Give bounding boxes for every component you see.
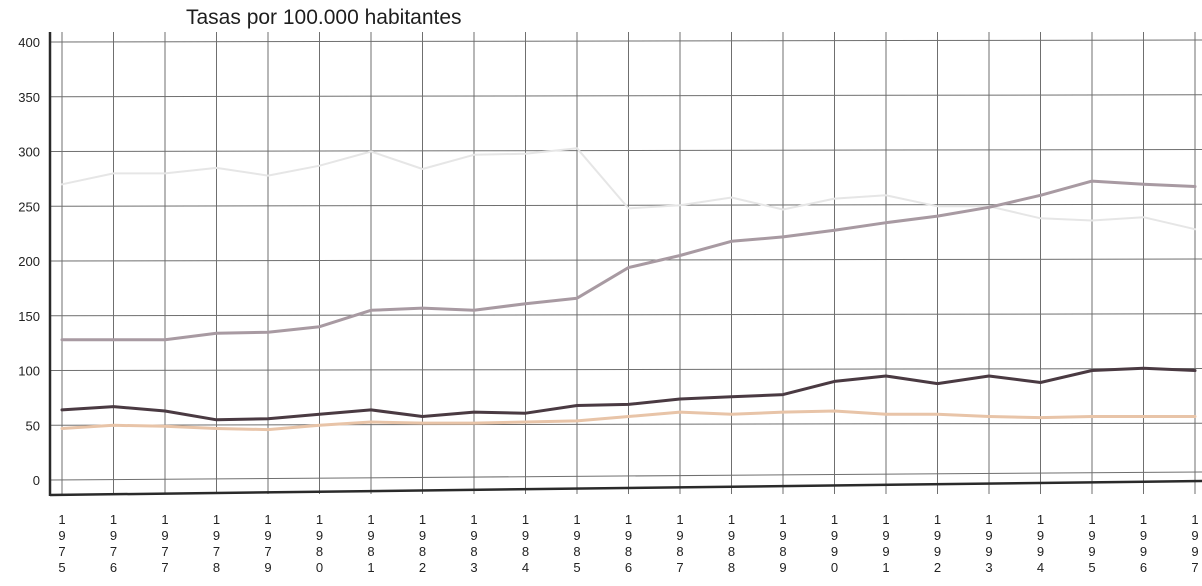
series-line-4	[60, 409, 1197, 432]
series-line-1	[61, 147, 1196, 231]
y-grid-line	[49, 422, 1202, 426]
y-tick-label: 200	[18, 254, 40, 269]
y-tick-labels: 0 50 100 150 200 250 300 350 400	[18, 35, 40, 488]
x-axis	[49, 479, 1202, 497]
y-grid-line	[49, 39, 1202, 43]
grid	[49, 32, 1202, 494]
y-grid-line	[49, 94, 1202, 98]
axes	[48, 32, 1202, 497]
chart-title: Tasas por 100.000 habitantes	[186, 6, 462, 29]
y-tick-label: 150	[18, 309, 40, 324]
y-tick-label: 400	[18, 35, 40, 50]
y-tick-label: 350	[18, 90, 40, 105]
x-tick-labels: 1 9 7 5 1 9 7 6 1 9 7 7 1 9 7 8 1 9 7 9 1 9 8 0 1 9 8 1 1 9 8 2 1 9 8 3 1 9 8 4…	[58, 512, 1198, 575]
series-lines	[60, 147, 1197, 432]
y-grid-line	[49, 258, 1202, 262]
series-line-3	[60, 366, 1197, 422]
y-tick-label: 50	[26, 418, 40, 433]
y-grid-line	[49, 471, 1202, 481]
y-tick-label: 0	[33, 473, 40, 488]
y-grid-line	[49, 149, 1202, 152]
y-grid-line	[49, 368, 1202, 371]
y-tick-label: 300	[18, 145, 40, 160]
series-line-2	[60, 179, 1197, 342]
y-tick-label: 100	[18, 364, 40, 379]
y-tick-label: 250	[18, 199, 40, 214]
y-grid-line	[49, 313, 1202, 317]
